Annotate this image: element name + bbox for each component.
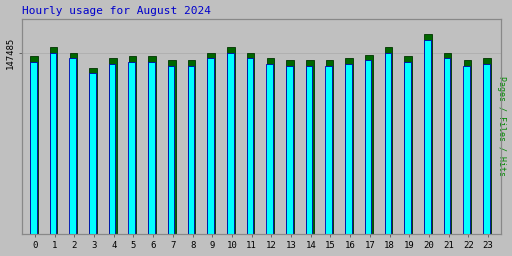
- Bar: [346, 58, 353, 234]
- Bar: [326, 66, 332, 234]
- Bar: [50, 53, 56, 234]
- Bar: [424, 40, 431, 234]
- Bar: [168, 60, 176, 234]
- Bar: [227, 47, 234, 234]
- Bar: [444, 53, 452, 234]
- Bar: [247, 58, 253, 234]
- Bar: [385, 47, 392, 234]
- Bar: [227, 53, 233, 234]
- Bar: [286, 60, 294, 234]
- Bar: [109, 64, 115, 234]
- Bar: [129, 62, 135, 234]
- Bar: [404, 62, 411, 234]
- Bar: [365, 60, 371, 234]
- Bar: [207, 58, 214, 234]
- Bar: [385, 53, 391, 234]
- Bar: [286, 66, 293, 234]
- Bar: [188, 60, 196, 234]
- Bar: [463, 66, 470, 234]
- Bar: [483, 58, 491, 234]
- Bar: [148, 57, 156, 234]
- Bar: [306, 66, 312, 234]
- Bar: [463, 60, 471, 234]
- Bar: [70, 58, 76, 234]
- Bar: [89, 73, 96, 234]
- Bar: [266, 64, 273, 234]
- Bar: [306, 60, 313, 234]
- Bar: [187, 66, 194, 234]
- Bar: [404, 57, 412, 234]
- Bar: [207, 53, 215, 234]
- Bar: [365, 55, 373, 234]
- Text: Hourly usage for August 2024: Hourly usage for August 2024: [22, 6, 211, 16]
- Bar: [148, 62, 155, 234]
- Bar: [247, 53, 254, 234]
- Y-axis label: Pages / Files / Hits: Pages / Files / Hits: [498, 77, 506, 176]
- Bar: [424, 34, 432, 234]
- Bar: [483, 64, 489, 234]
- Bar: [70, 53, 77, 234]
- Bar: [50, 47, 57, 234]
- Bar: [30, 62, 36, 234]
- Bar: [168, 66, 175, 234]
- Bar: [109, 58, 117, 234]
- Bar: [129, 57, 136, 234]
- Bar: [345, 64, 352, 234]
- Bar: [267, 58, 274, 234]
- Bar: [89, 68, 97, 234]
- Bar: [326, 60, 333, 234]
- Bar: [30, 57, 38, 234]
- Bar: [444, 58, 450, 234]
